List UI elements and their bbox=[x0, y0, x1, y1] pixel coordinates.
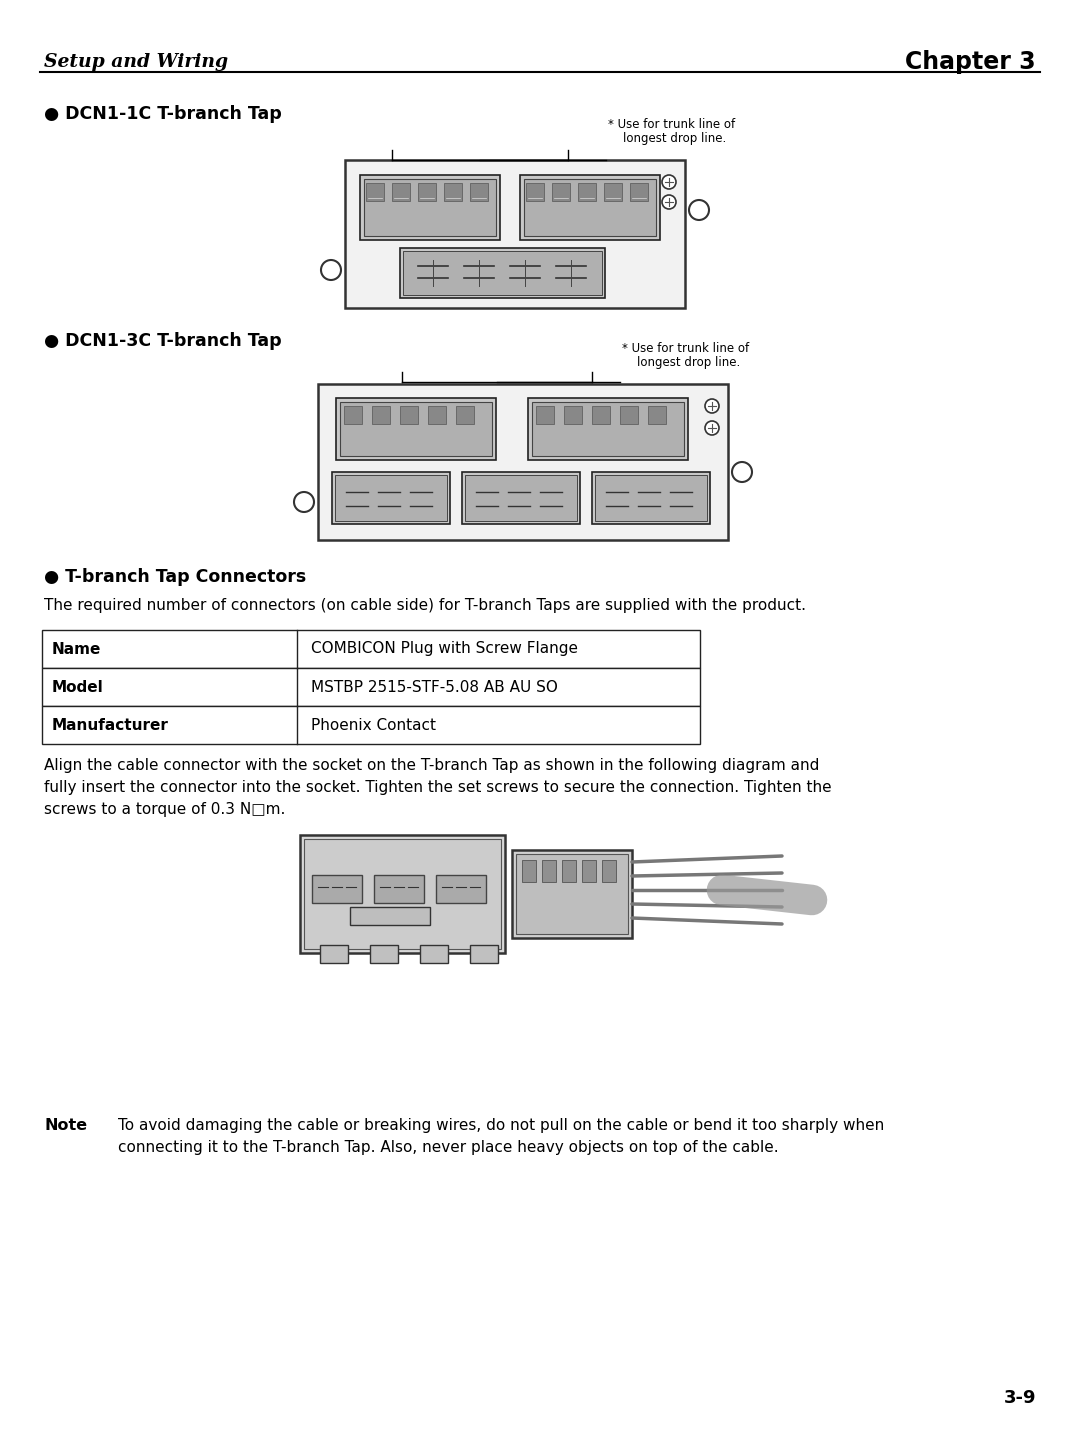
Bar bbox=[604, 184, 622, 201]
Bar bbox=[372, 406, 390, 423]
Text: ● DCN1-1C T-branch Tap: ● DCN1-1C T-branch Tap bbox=[44, 105, 282, 123]
Bar bbox=[648, 406, 666, 423]
Bar bbox=[374, 875, 424, 903]
Bar bbox=[582, 860, 596, 883]
Text: Phoenix Contact: Phoenix Contact bbox=[311, 718, 436, 732]
Text: * Use for trunk line of: * Use for trunk line of bbox=[622, 342, 750, 354]
Text: MSTBP 2515-STF-5.08 AB AU SO: MSTBP 2515-STF-5.08 AB AU SO bbox=[311, 680, 558, 695]
Bar bbox=[418, 184, 436, 201]
Bar bbox=[542, 860, 556, 883]
Bar bbox=[595, 475, 707, 521]
Bar bbox=[602, 860, 616, 883]
Bar bbox=[360, 175, 500, 240]
Bar bbox=[528, 397, 688, 461]
Text: Setup and Wiring: Setup and Wiring bbox=[44, 53, 228, 70]
Bar bbox=[400, 406, 418, 423]
Bar bbox=[564, 406, 582, 423]
Bar bbox=[345, 406, 362, 423]
Bar bbox=[524, 179, 656, 235]
Bar bbox=[392, 184, 410, 201]
Bar bbox=[522, 860, 536, 883]
Bar bbox=[420, 946, 448, 963]
Text: Chapter 3: Chapter 3 bbox=[905, 50, 1036, 75]
Bar bbox=[519, 175, 660, 240]
Circle shape bbox=[294, 492, 314, 512]
Bar bbox=[470, 946, 498, 963]
Bar bbox=[370, 946, 399, 963]
Bar bbox=[300, 835, 505, 953]
Bar bbox=[312, 875, 362, 903]
Text: Note: Note bbox=[44, 1118, 87, 1134]
Text: screws to a torque of 0.3 N□m.: screws to a torque of 0.3 N□m. bbox=[44, 802, 285, 817]
Bar bbox=[428, 406, 446, 423]
Bar bbox=[436, 875, 486, 903]
Text: ● DCN1-3C T-branch Tap: ● DCN1-3C T-branch Tap bbox=[44, 331, 282, 350]
Bar bbox=[335, 475, 447, 521]
Text: longest drop line.: longest drop line. bbox=[622, 356, 740, 369]
Bar bbox=[456, 406, 474, 423]
Bar bbox=[578, 184, 596, 201]
Text: 3-9: 3-9 bbox=[1003, 1389, 1036, 1406]
Bar bbox=[552, 184, 570, 201]
Bar bbox=[444, 184, 462, 201]
Text: Name: Name bbox=[52, 641, 102, 656]
Bar bbox=[592, 472, 710, 524]
Circle shape bbox=[705, 420, 719, 435]
Bar bbox=[336, 397, 496, 461]
Bar bbox=[345, 159, 685, 309]
Text: To avoid damaging the cable or breaking wires, do not pull on the cable or bend : To avoid damaging the cable or breaking … bbox=[118, 1118, 885, 1134]
Bar bbox=[340, 402, 492, 456]
Bar bbox=[320, 946, 348, 963]
Bar bbox=[462, 472, 580, 524]
Text: Model: Model bbox=[52, 680, 104, 695]
Text: * Use for trunk line of: * Use for trunk line of bbox=[608, 118, 735, 131]
Bar bbox=[630, 184, 648, 201]
Text: fully insert the connector into the socket. Tighten the set screws to secure the: fully insert the connector into the sock… bbox=[44, 781, 832, 795]
Bar bbox=[562, 860, 576, 883]
Bar bbox=[526, 184, 544, 201]
Bar bbox=[516, 854, 627, 934]
Bar bbox=[465, 475, 577, 521]
Circle shape bbox=[662, 175, 676, 189]
Circle shape bbox=[732, 462, 752, 482]
Bar bbox=[512, 850, 632, 938]
Text: COMBICON Plug with Screw Flange: COMBICON Plug with Screw Flange bbox=[311, 641, 578, 656]
Bar bbox=[318, 385, 728, 540]
Bar bbox=[42, 630, 700, 669]
Circle shape bbox=[662, 195, 676, 210]
Text: Manufacturer: Manufacturer bbox=[52, 718, 168, 732]
Circle shape bbox=[321, 260, 341, 280]
Text: Align the cable connector with the socket on the T-branch Tap as shown in the fo: Align the cable connector with the socke… bbox=[44, 758, 820, 773]
Bar bbox=[42, 706, 700, 743]
Bar bbox=[536, 406, 554, 423]
Text: connecting it to the T-branch Tap. Also, never place heavy objects on top of the: connecting it to the T-branch Tap. Also,… bbox=[118, 1139, 779, 1155]
Text: ● T-branch Tap Connectors: ● T-branch Tap Connectors bbox=[44, 568, 307, 585]
Bar bbox=[303, 839, 501, 949]
Bar bbox=[364, 179, 496, 235]
Circle shape bbox=[689, 199, 708, 220]
Bar bbox=[403, 251, 602, 296]
Bar bbox=[42, 669, 700, 706]
Bar bbox=[532, 402, 684, 456]
Bar bbox=[620, 406, 638, 423]
Bar bbox=[350, 907, 430, 926]
Text: longest drop line.: longest drop line. bbox=[608, 132, 726, 145]
Circle shape bbox=[705, 399, 719, 413]
Bar bbox=[366, 184, 384, 201]
Bar bbox=[592, 406, 610, 423]
Text: The required number of connectors (on cable side) for T-branch Taps are supplied: The required number of connectors (on ca… bbox=[44, 598, 806, 613]
Bar bbox=[332, 472, 450, 524]
Bar bbox=[470, 184, 488, 201]
Bar bbox=[400, 248, 605, 298]
